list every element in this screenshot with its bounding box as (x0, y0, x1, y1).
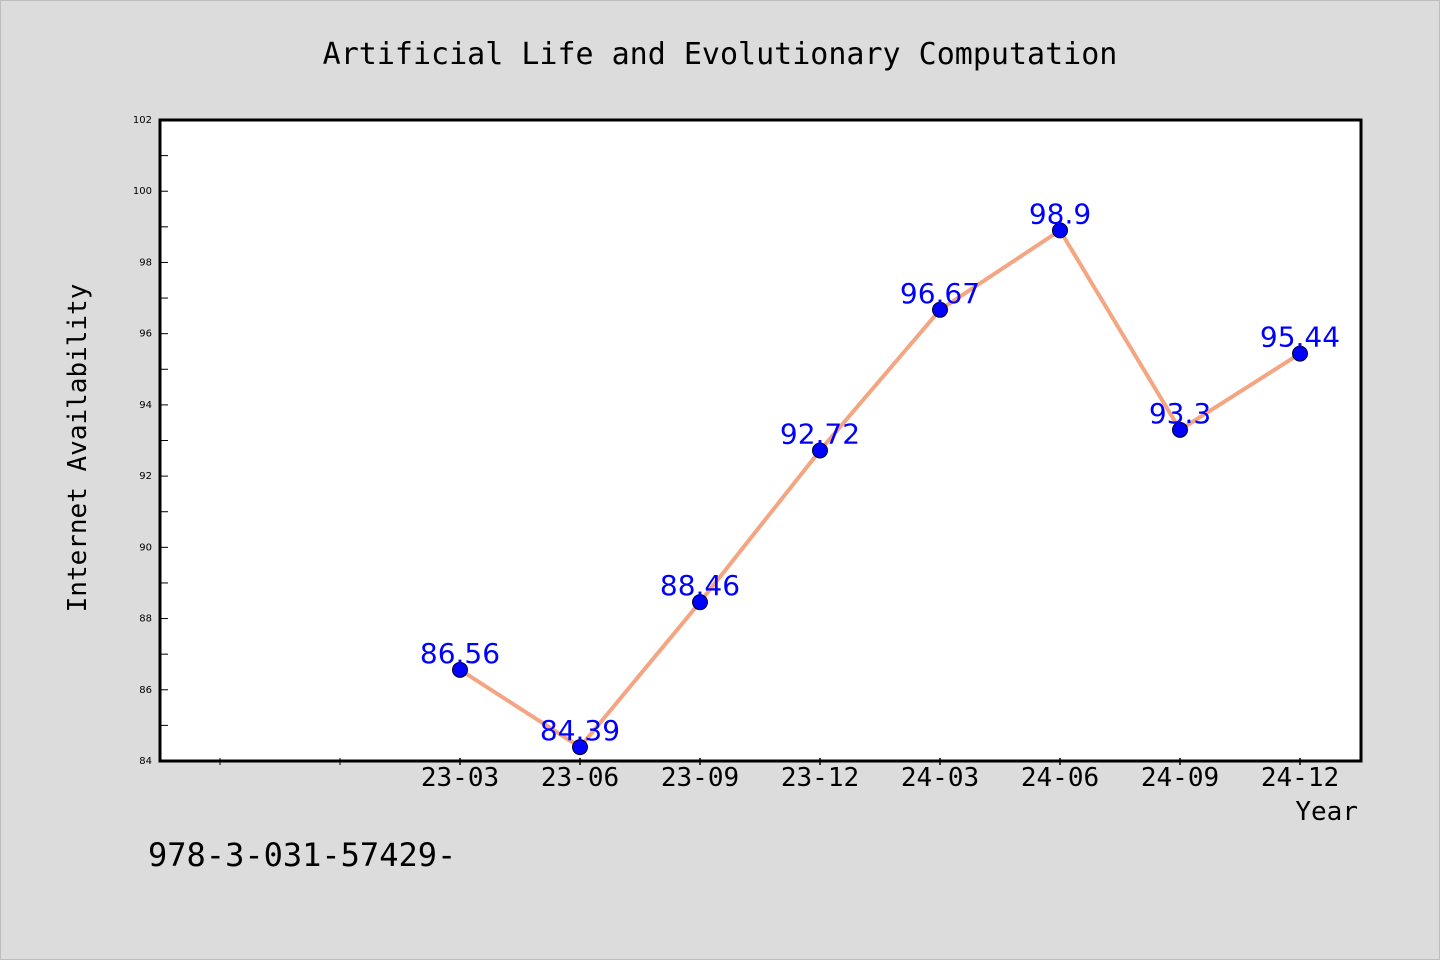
x-axis-label: Year (1295, 797, 1358, 827)
data-label: 93.3 (1149, 397, 1211, 430)
x-tick-label: 24-03 (901, 763, 979, 793)
y-tick-label: 84 (139, 756, 152, 767)
data-point (1052, 222, 1068, 239)
footer-text: 978-3-031-57429- (148, 836, 456, 874)
y-axis-ticks: 84 86 88 90 92 94 96 98 100 102 (133, 115, 168, 767)
data-point (572, 739, 588, 756)
x-axis-ticks: 23-03 23-06 23-09 23-12 24-03 24-06 24-09 24-12 (219, 758, 1339, 793)
data-point (1292, 345, 1308, 362)
series-layer: 86.56 84.39 88.46 92.72 96.67 98.9 93.3 95.44 (420, 197, 1340, 756)
data-label: 95.44 (1260, 321, 1340, 354)
series-line (458, 228, 1302, 750)
y-tick-label: 102 (133, 115, 152, 126)
x-tick-label: 23-09 (661, 763, 739, 793)
x-tick-label: 23-06 (541, 763, 619, 793)
data-label: 92.72 (780, 417, 860, 450)
y-axis-label: Internet Availability (63, 284, 93, 613)
x-tick-label: 23-03 (421, 763, 499, 793)
y-tick-label: 100 (133, 186, 152, 197)
y-tick-label: 98 (139, 257, 152, 268)
plot-area (158, 118, 1363, 763)
x-tick-label: 24-12 (1261, 763, 1339, 793)
y-tick-label: 88 (139, 614, 152, 625)
data-label: 96.67 (900, 277, 980, 310)
data-point (812, 442, 828, 459)
y-tick-label: 92 (139, 471, 152, 482)
data-label: 84.39 (540, 714, 620, 747)
data-label: 98.9 (1029, 197, 1091, 230)
data-point (1172, 421, 1188, 438)
data-point (932, 301, 948, 318)
y-tick-label: 90 (139, 542, 152, 553)
data-label: 86.56 (420, 637, 500, 670)
x-tick-label: 24-09 (1141, 763, 1219, 793)
y-tick-label: 94 (139, 400, 152, 411)
data-label: 88.46 (660, 569, 740, 602)
chart-title: Artificial Life and Evolutionary Computa… (323, 37, 1118, 72)
data-point (692, 594, 708, 611)
data-point (452, 661, 468, 678)
x-tick-label: 23-12 (781, 763, 859, 793)
y-tick-label: 96 (139, 329, 152, 340)
x-tick-label: 24-06 (1021, 763, 1099, 793)
y-tick-label: 86 (139, 685, 152, 696)
